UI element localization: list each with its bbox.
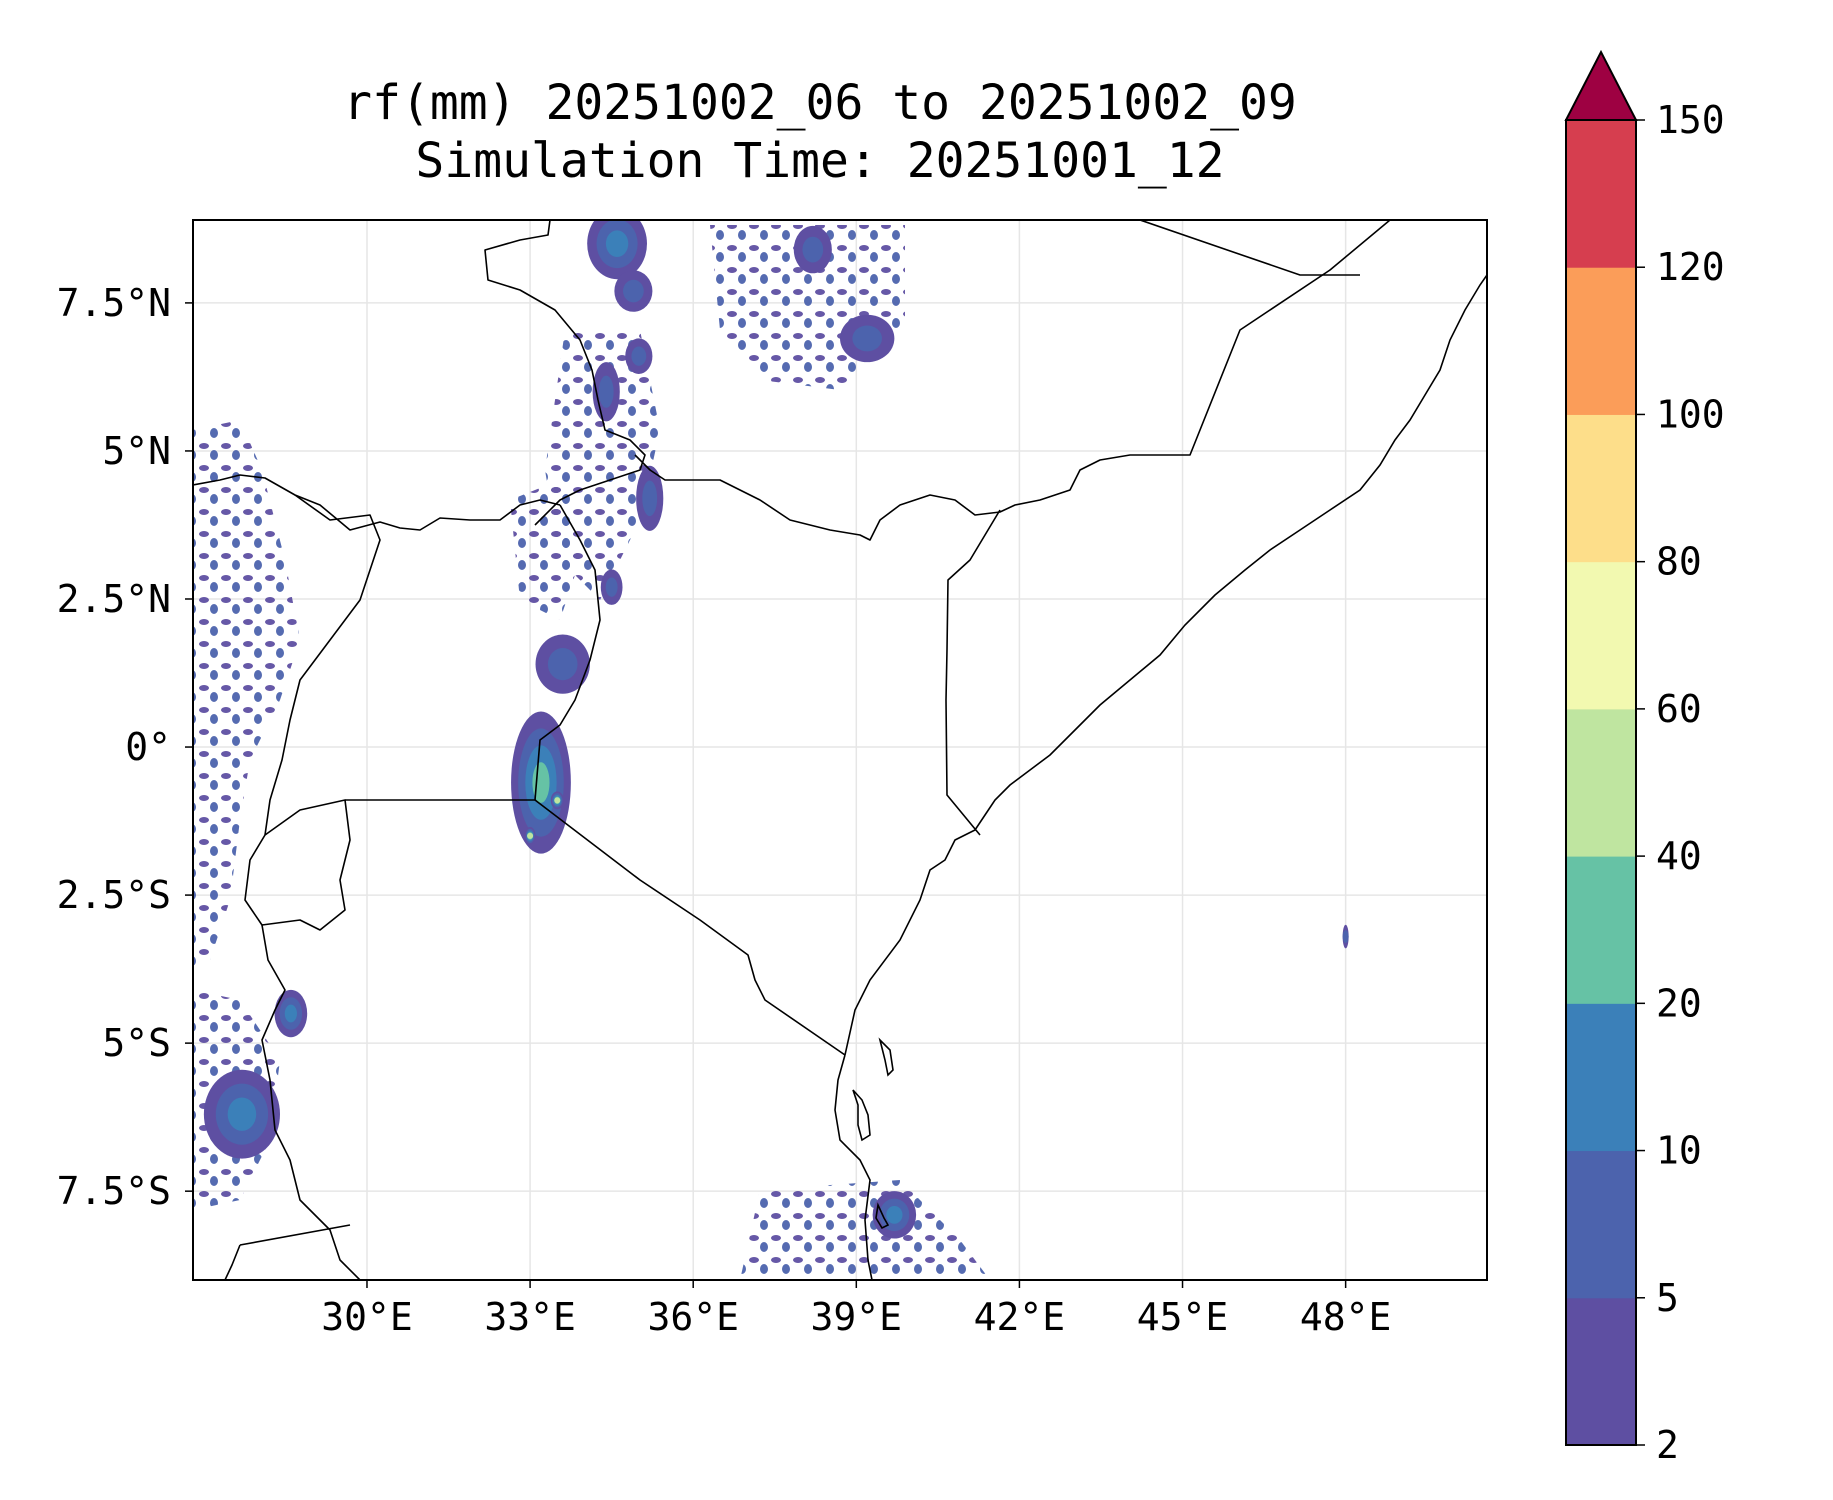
- border-kenya-tanzania: [534, 799, 846, 1056]
- border-zambia-south: [224, 1244, 241, 1280]
- rain-cell-contour: [802, 236, 824, 263]
- rain-cell-contour: [852, 325, 883, 352]
- colorbar-tick-label: 10: [1656, 1129, 1702, 1173]
- country-borders: [193, 220, 1487, 1280]
- border-uganda-kenya: [534, 504, 601, 801]
- colorbar-tick-label: 80: [1656, 540, 1702, 584]
- x-tick-label: 30°E: [321, 1295, 413, 1339]
- x-tick-label: 42°E: [974, 1295, 1066, 1339]
- map-panel: 30°E 33°E 36°E 39°E 42°E 45°E 48°E 7.5°N 5°N 2.5°…: [57, 219, 1488, 1339]
- border-rwanda-burundi: [244, 799, 351, 931]
- colorbar-segment: [1566, 267, 1636, 415]
- colorbar-tick-label: 120: [1656, 245, 1725, 289]
- title-line-1: rf(mm) 20251002_06 to 20251002_09: [343, 75, 1297, 131]
- rain-cell-contour: [598, 375, 614, 408]
- colorbar-tick-label: 5: [1656, 1276, 1679, 1320]
- border-tanzania-zambia: [239, 1224, 351, 1246]
- map-frame: [192, 219, 1488, 1281]
- rain-cell-contour: [527, 832, 534, 839]
- colorbar-segment: [1566, 856, 1636, 1004]
- x-tick-label: 45°E: [1137, 1295, 1229, 1339]
- island-mafia: [875, 1202, 890, 1230]
- border-uganda-drc: [264, 494, 381, 836]
- rain-cell-contour: [605, 577, 618, 597]
- border-kenya-somalia: [945, 509, 1001, 836]
- rain-cell-contour: [886, 1205, 903, 1224]
- rain-cell-contour: [284, 1004, 297, 1023]
- border-south-sudan-ethiopia: [484, 220, 646, 526]
- rain-cell-contour: [642, 480, 658, 517]
- x-tick-label: 39°E: [811, 1295, 903, 1339]
- x-tick-label: 33°E: [484, 1295, 576, 1339]
- border-ethiopia-somalia-upper: [1139, 220, 1360, 276]
- border-uganda-north: [193, 474, 561, 531]
- rain-cell-contour: [227, 1097, 257, 1131]
- island-zanzibar: [852, 1089, 871, 1142]
- y-tick-label: 7.5°N: [57, 281, 171, 325]
- colorbar-tick-label: 60: [1656, 687, 1702, 731]
- colorbar-segment: [1566, 1150, 1636, 1299]
- colorbar-segment: [1566, 414, 1636, 563]
- title-line-2: Simulation Time: 20251001_12: [415, 133, 1224, 189]
- colorbar-frame: [1565, 119, 1637, 1446]
- y-tick-label: 2.5°S: [57, 873, 171, 917]
- rain-speckle-south-sudan: [545, 330, 660, 600]
- colorbar-tick-label: 40: [1656, 834, 1702, 878]
- colorbar-segment: [1566, 1003, 1636, 1152]
- y-tick-label: 7.5°S: [57, 1169, 171, 1213]
- rain-cell-contour: [631, 346, 647, 366]
- island-pemba: [878, 1037, 894, 1077]
- y-tick-label: 5°S: [102, 1021, 171, 1065]
- rain-cell-contour: [554, 797, 561, 804]
- colorbar-segment: [1566, 561, 1636, 710]
- colorbar-segment: [1566, 1297, 1636, 1446]
- colorbar-tick-label: 150: [1656, 98, 1725, 142]
- border-tanzania-drc-west: [261, 924, 361, 1280]
- border-kenya-north: [634, 220, 1391, 541]
- rain-cell-contour: [605, 230, 629, 258]
- rain-cell-contour: [623, 279, 644, 303]
- map-background: [193, 220, 1487, 1280]
- colorbar: 2 5 10 20 40 60 80 100 120 150: [1564, 49, 1725, 1467]
- rain-speckle-west-drc: [193, 420, 300, 980]
- colorbar-extend-arrow: [1564, 49, 1638, 121]
- colorbar-segment: [1566, 120, 1636, 268]
- coastline-east-africa: [844, 274, 1487, 1056]
- rain-speckle-uganda-north: [510, 480, 580, 620]
- map-axes: 30°E 33°E 36°E 39°E 42°E 45°E 48°E 7.5°N 5°N 2.5°…: [57, 281, 1392, 1339]
- colorbar-segment: [1566, 708, 1636, 857]
- y-tick-label: 0°: [125, 725, 171, 769]
- colorbar-tick-label: 20: [1656, 981, 1702, 1025]
- coastline-tanzania-south: [834, 1054, 873, 1280]
- x-tick-label: 48°E: [1300, 1295, 1392, 1339]
- y-tick-label: 5°N: [102, 429, 171, 473]
- x-tick-label: 36°E: [647, 1295, 739, 1339]
- rain-cell-contour: [547, 647, 578, 681]
- colorbar-tick-label: 2: [1656, 1423, 1679, 1467]
- colorbar-tick-label: 100: [1656, 392, 1725, 436]
- y-tick-label: 2.5°N: [57, 577, 171, 621]
- rain-cell-contour: [1342, 930, 1349, 943]
